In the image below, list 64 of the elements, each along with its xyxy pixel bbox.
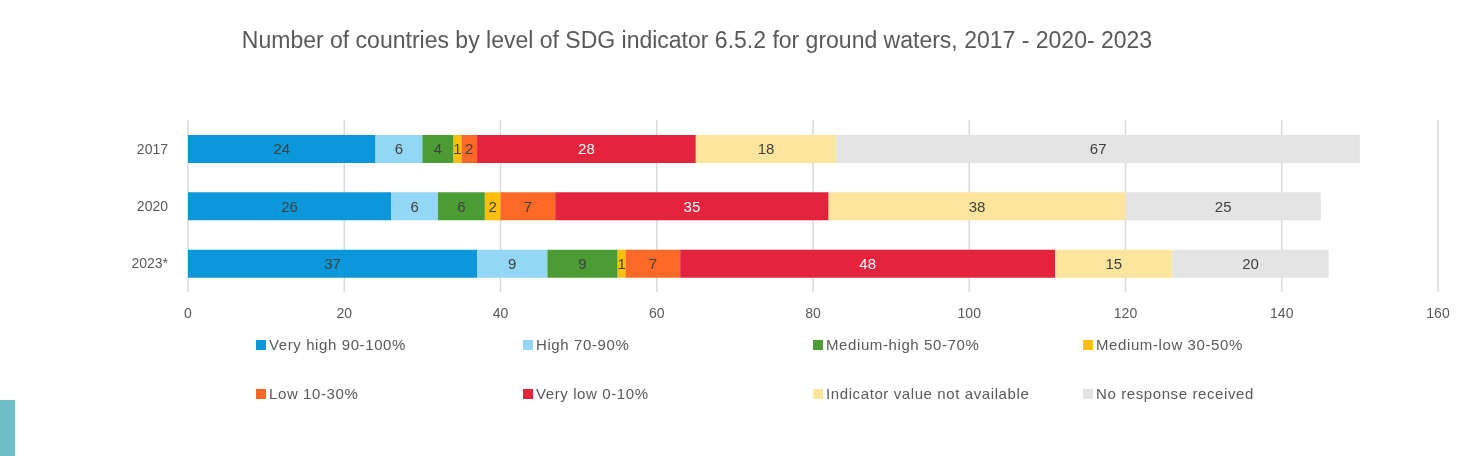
- bar: [375, 135, 423, 163]
- x-tick-label: 140: [1270, 304, 1294, 321]
- legend-label: Very low 0-10%: [536, 385, 649, 402]
- x-tick-label: 120: [1113, 304, 1138, 321]
- data-label: 1: [617, 254, 626, 272]
- bar: [422, 135, 454, 163]
- bar: [547, 249, 618, 278]
- chart-title: Number of countries by level of SDG indicator 6.5.2 for ground waters, 2017 - 2020- 2023: [240, 27, 1154, 54]
- bar: [188, 249, 478, 278]
- x-tick-label: 100: [957, 304, 982, 321]
- y-tick-label: 2020: [136, 197, 169, 214]
- data-label: 6: [394, 140, 404, 158]
- data-label: 18: [757, 140, 775, 158]
- bar: [828, 192, 1126, 221]
- legend-label: High 70-90%: [536, 336, 630, 353]
- bar: [695, 135, 837, 163]
- bar: [477, 135, 696, 163]
- x-tick-label: 20: [336, 304, 353, 321]
- bar: [188, 135, 376, 163]
- bar: [391, 192, 438, 221]
- legend-label: Indicator value not available: [826, 385, 1030, 402]
- bar: [461, 135, 478, 163]
- bar: [188, 192, 392, 221]
- legend-label: Medium-low 30-50%: [1096, 336, 1243, 353]
- bar: [555, 192, 829, 221]
- data-label: 25: [1214, 197, 1232, 215]
- data-label: 6: [410, 197, 419, 215]
- bar: [680, 249, 1056, 278]
- data-label: 9: [578, 254, 587, 272]
- data-label: 1: [453, 140, 462, 158]
- data-label: 26: [281, 197, 298, 215]
- data-label: 67: [1089, 140, 1107, 158]
- bar: [484, 192, 501, 221]
- data-label: 20: [1242, 254, 1259, 272]
- bar: [625, 249, 681, 278]
- data-label: 48: [859, 254, 877, 272]
- x-tick-label: 160: [1426, 304, 1450, 321]
- x-tick-label: 60: [648, 304, 665, 321]
- bar: [500, 192, 556, 221]
- data-label: 2: [488, 197, 497, 215]
- data-label: 6: [457, 197, 466, 215]
- data-label: 7: [523, 197, 533, 215]
- x-tick-label: 80: [805, 304, 821, 321]
- legend-label: No response received: [1096, 385, 1254, 402]
- data-label: 35: [683, 197, 701, 215]
- data-label: 28: [578, 140, 595, 158]
- data-label: 4: [433, 140, 443, 158]
- legend-label: Very high 90-100%: [269, 336, 406, 353]
- bar: [438, 192, 485, 221]
- legend-label: Low 10-30%: [269, 385, 359, 402]
- data-label: 9: [508, 254, 517, 272]
- data-label: 38: [968, 197, 986, 215]
- x-tick-label: 40: [492, 304, 509, 321]
- data-label: 7: [648, 254, 658, 272]
- data-label: 15: [1105, 254, 1123, 272]
- data-label: 37: [324, 254, 341, 272]
- y-tick-label: 2017: [136, 140, 169, 157]
- bar: [1055, 249, 1173, 278]
- bar: [477, 249, 548, 278]
- y-tick-label: 2023*: [131, 255, 169, 272]
- data-label: 2: [465, 140, 474, 158]
- x-tick-label: 0: [184, 304, 193, 321]
- legend-label: Medium-high 50-70%: [826, 336, 980, 353]
- data-label: 24: [273, 140, 291, 158]
